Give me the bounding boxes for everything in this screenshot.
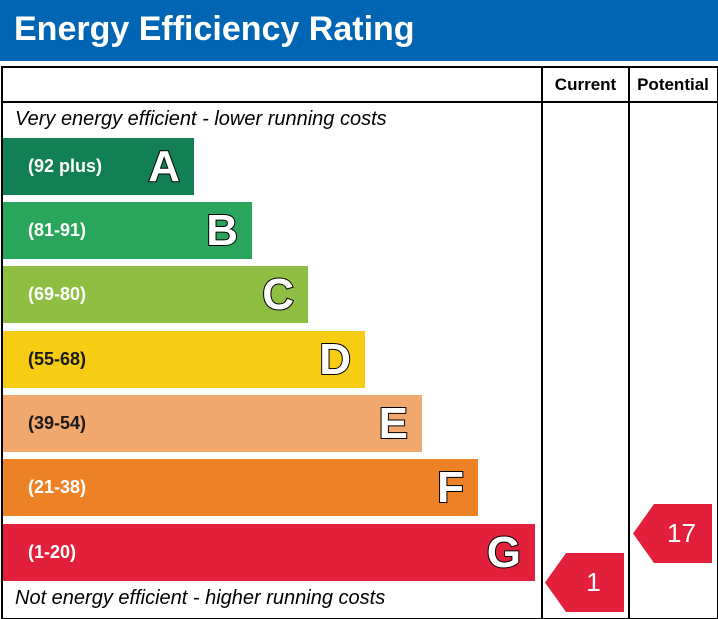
- band-d: (55-68) D: [3, 331, 365, 388]
- band-d-letter: D: [318, 334, 352, 385]
- band-e-range: (39-54): [28, 413, 87, 433]
- band-b-range: (81-91): [28, 220, 87, 240]
- current-column-header: Current: [554, 75, 617, 94]
- title-bar: Energy Efficiency Rating: [0, 0, 718, 61]
- potential-column-divider: [628, 66, 630, 618]
- potential-rating-marker: 17: [633, 504, 712, 563]
- band-f: (21-38) F: [3, 459, 478, 516]
- potential-marker-shape: [633, 504, 712, 563]
- band-g-letter: G: [486, 527, 522, 578]
- band-c-letter: C: [261, 269, 295, 320]
- band-a-letter: A: [147, 141, 181, 192]
- band-c: (69-80) C: [3, 266, 308, 323]
- top-caption: Very energy efficient - lower running co…: [15, 108, 387, 130]
- current-column-divider: [541, 66, 543, 618]
- potential-column-header: Potential: [637, 75, 709, 94]
- band-e: (39-54) E: [3, 395, 422, 452]
- band-g-range: (1-20): [28, 542, 77, 562]
- header-row-divider: [1, 101, 717, 103]
- bottom-caption: Not energy efficient - higher running co…: [15, 587, 386, 609]
- band-f-range: (21-38): [28, 477, 87, 497]
- band-g: (1-20) G: [3, 524, 535, 581]
- current-rating-marker: 1: [545, 553, 624, 612]
- band-f-letter: F: [436, 462, 465, 513]
- band-c-range: (69-80): [28, 284, 87, 304]
- band-a-range: (92 plus): [28, 156, 103, 176]
- chart-title: Energy Efficiency Rating: [14, 10, 415, 48]
- current-marker-shape: [545, 553, 624, 612]
- band-b-letter: B: [205, 205, 239, 256]
- band-e-letter: E: [378, 398, 409, 449]
- potential-rating-value: 17: [667, 518, 696, 548]
- band-b: (81-91) B: [3, 202, 252, 259]
- band-a: (92 plus) A: [3, 138, 194, 195]
- band-d-range: (55-68): [28, 349, 87, 369]
- current-rating-value: 1: [586, 567, 601, 597]
